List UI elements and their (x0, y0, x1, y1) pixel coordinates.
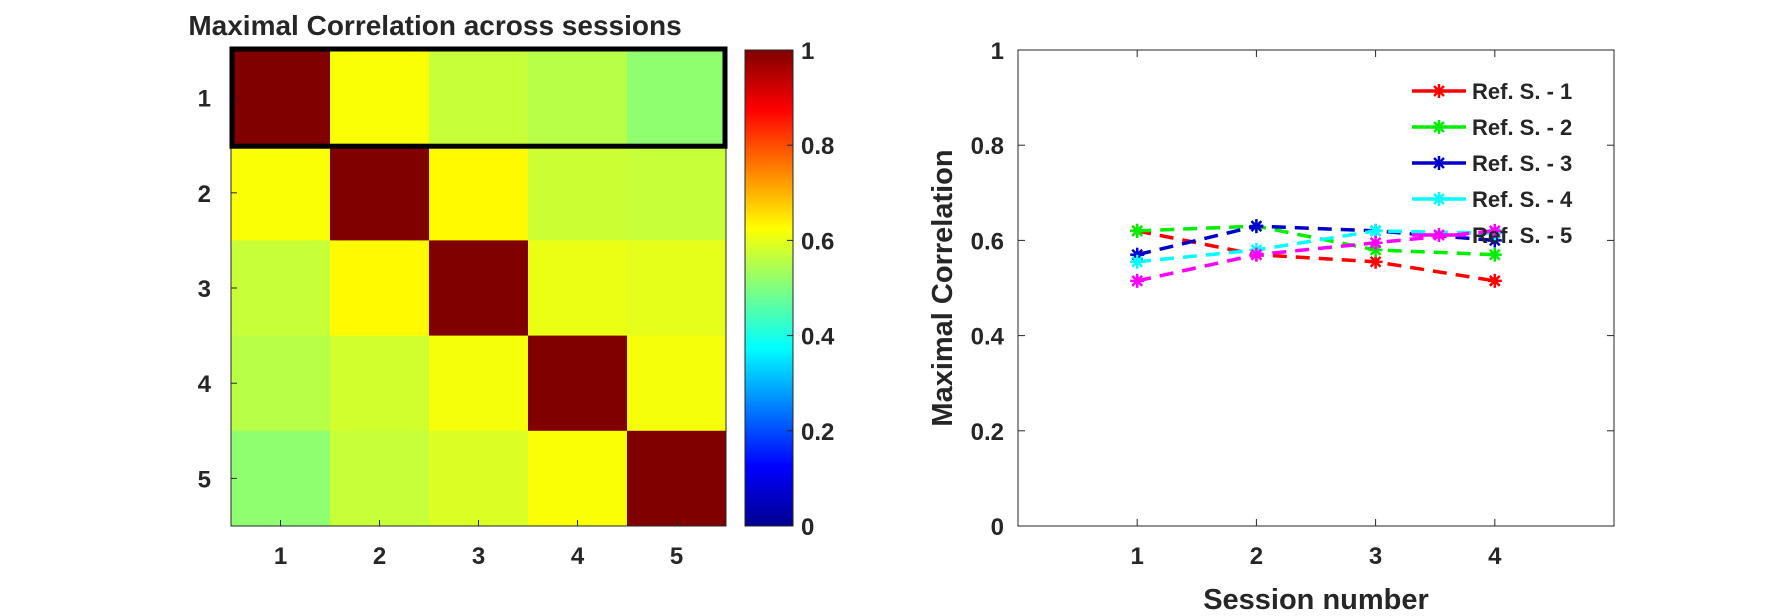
legend-label: Ref. S. - 1 (1472, 79, 1572, 104)
line-x-tick-label: 1 (1131, 543, 1144, 570)
heatmap-y-tick-label: 1 (198, 86, 211, 113)
heatmap-y-tick-label: 5 (198, 466, 211, 493)
heatmap-x-tick-label: 3 (472, 543, 485, 570)
legend-marker (1432, 192, 1446, 206)
heatmap-cells (231, 50, 727, 527)
heatmap-cell (429, 240, 529, 337)
series-line (1137, 224, 1495, 257)
line-x-ticks: 1 2 3 4 (1131, 50, 1502, 570)
heatmap-x-tick-label: 1 (274, 543, 287, 570)
data-point (1368, 254, 1383, 269)
line-y-tick-label: 0.4 (971, 324, 1005, 351)
heatmap-cell (330, 335, 430, 432)
colorbar-ticks: 0 0.2 0.4 0.6 0.8 1 (787, 38, 835, 541)
heatmap-x-tick-label: 4 (571, 543, 585, 570)
legend-marker (1432, 156, 1446, 170)
heatmap-y-tick-label: 4 (198, 371, 212, 398)
heatmap-cell (330, 145, 430, 241)
legend-marker (1432, 84, 1446, 98)
legend-item: Ref. S. - 3 (1412, 151, 1572, 176)
colorbar-tick-label: 0.6 (801, 228, 834, 255)
heatmap-y-ticks: 1 2 3 4 5 (198, 86, 237, 493)
heatmap-cell (528, 335, 628, 432)
colorbar-tick-label: 0.4 (801, 324, 835, 351)
line-x-tick-label: 4 (1488, 543, 1502, 570)
heatmap-cell (627, 335, 727, 432)
heatmap-cell (231, 335, 331, 432)
legend-marker (1432, 120, 1446, 134)
line-axes-frame (1017, 49, 1615, 527)
heatmap-cell (528, 240, 628, 337)
heatmap-cell (231, 240, 331, 337)
data-point (1487, 273, 1502, 288)
colorbar-tick-label: 0 (801, 514, 814, 541)
heatmap-cell (429, 145, 529, 241)
heatmap-x-ticks: 1 2 3 4 5 (274, 520, 683, 570)
line-y-axis-label: Maximal Correlation (927, 149, 959, 426)
legend-item: Ref. S. - 4 (1412, 187, 1573, 212)
heatmap-cell (231, 145, 331, 241)
data-point (1249, 247, 1264, 262)
line-x-tick-label: 2 (1250, 543, 1263, 570)
data-point (1368, 223, 1383, 238)
legend-label: Ref. S. - 2 (1472, 115, 1572, 140)
heatmap-cell (528, 430, 628, 527)
legend-label: Ref. S. - 3 (1472, 151, 1572, 176)
heatmap-x-tick-label: 2 (373, 543, 386, 570)
heatmap-y-tick-label: 3 (198, 276, 211, 303)
line-y-tick-label: 0.8 (971, 133, 1004, 160)
line-y-tick-label: 0.2 (971, 419, 1004, 446)
heatmap-x-tick-label: 5 (670, 543, 683, 570)
heatmap-cell (231, 50, 331, 146)
heatmap-cell (627, 50, 727, 146)
legend-label: Ref. S. - 5 (1472, 223, 1572, 248)
data-point (1487, 247, 1502, 262)
heatmap-cell (231, 430, 331, 527)
series-line (1136, 229, 1495, 283)
heatmap-cell (627, 145, 727, 241)
legend-item: Ref. S. - 5 (1412, 223, 1572, 248)
heatmap-cell (330, 430, 430, 527)
line-y-tick-label: 0 (991, 514, 1004, 541)
colorbar-tick-label: 1 (801, 38, 814, 65)
line-y-ticks: 0 0.2 0.4 0.6 0.8 1 (971, 38, 1614, 541)
heatmap-cell (528, 145, 628, 241)
data-point (1249, 219, 1264, 234)
legend-item: Ref. S. - 1 (1412, 79, 1572, 104)
line-y-tick-label: 1 (991, 38, 1004, 65)
colorbar-gradient (744, 49, 794, 527)
heatmap-cell (429, 50, 529, 146)
series-line (1136, 229, 1496, 283)
heatmap-cell (429, 430, 529, 527)
data-point (1130, 273, 1145, 288)
data-point (1130, 254, 1145, 269)
line-y-tick-label: 0.6 (971, 228, 1004, 255)
heatmap-y-tick-label: 2 (198, 181, 211, 208)
data-point (1368, 235, 1383, 250)
line-x-tick-label: 3 (1369, 543, 1382, 570)
heatmap-cell (429, 335, 529, 432)
legend-item: Ref. S. - 2 (1412, 115, 1572, 140)
legend-label: Ref. S. - 4 (1472, 187, 1573, 212)
heatmap-cell (528, 50, 628, 146)
legend: Ref. S. - 1 Ref. S. - 2 Ref. S. - 3 Ref. S.… (1412, 79, 1573, 248)
line-x-axis-label: Session number (1203, 584, 1429, 616)
colorbar-tick-label: 0.2 (801, 419, 834, 446)
data-point (1487, 223, 1502, 238)
heatmap-cell (627, 430, 727, 527)
data-point (1130, 223, 1145, 238)
heatmap-panel: Maximal Correlation across sessions 1 2 3 4… (188, 10, 728, 570)
heatmap-title: Maximal Correlation across sessions (188, 10, 681, 41)
colorbar-tick-label: 0.8 (801, 133, 834, 160)
heatmap-cell (330, 240, 430, 337)
colorbar: 0 0.2 0.4 0.6 0.8 1 (744, 38, 835, 541)
highlighted-row-box (229, 46, 728, 149)
heatmap-cell (330, 50, 430, 146)
heatmap-cell (627, 240, 727, 337)
legend-marker (1432, 228, 1446, 242)
